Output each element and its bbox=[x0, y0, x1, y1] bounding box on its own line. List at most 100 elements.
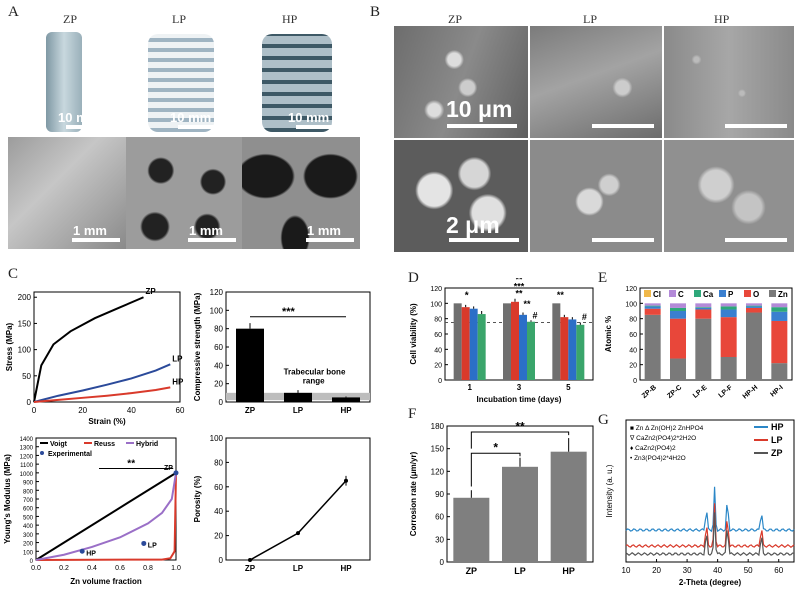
panel-label-b: B bbox=[370, 4, 381, 20]
column-label-hp: HP bbox=[714, 12, 730, 26]
y-axis-label: Stress (MPa) bbox=[5, 322, 14, 371]
stacked-segment-zn bbox=[670, 358, 686, 380]
scale-label: 1 mm bbox=[189, 223, 223, 238]
y-tick-label: 120 bbox=[210, 288, 224, 297]
legend-label: Ca bbox=[703, 290, 714, 299]
y-tick-label: 0 bbox=[30, 559, 34, 565]
panel-label-e: E bbox=[598, 270, 608, 286]
legend-swatch bbox=[744, 290, 751, 297]
y-tick-label: 600 bbox=[23, 507, 34, 513]
series-label-lp: LP bbox=[172, 354, 183, 363]
y-tick-label: 40 bbox=[214, 507, 223, 516]
x-tick-label: LP-F bbox=[718, 384, 735, 400]
legend-label: Cl bbox=[653, 290, 661, 299]
stacked-segment-o bbox=[746, 307, 762, 313]
experimental-point bbox=[79, 548, 85, 554]
sem-lp-pores bbox=[126, 137, 242, 249]
x-axis-label: Zn volume fraction bbox=[70, 577, 142, 586]
porosity-line bbox=[249, 480, 347, 561]
y-tick-label: 90 bbox=[435, 490, 444, 499]
x-tick-label: HP bbox=[340, 564, 352, 573]
series-line-hp bbox=[33, 386, 171, 403]
stacked-segment-p bbox=[670, 311, 686, 319]
stacked-segment-c bbox=[644, 303, 661, 306]
x-tick-label: HP bbox=[562, 566, 575, 576]
bar-hp bbox=[550, 451, 587, 562]
x-tick-label: 0.0 bbox=[31, 565, 41, 572]
y-tick-label: 150 bbox=[18, 319, 32, 328]
sem-lp-corrosion-zoom bbox=[530, 140, 662, 252]
y-tick-label: 120 bbox=[625, 286, 637, 293]
y-axis-label: Corrosion rate (μm/yr) bbox=[409, 451, 418, 536]
scale-bar bbox=[296, 125, 352, 129]
legend-label: Hybrid bbox=[136, 441, 158, 448]
legend-label: Reuss bbox=[94, 441, 115, 448]
x-tick-label: 30 bbox=[683, 566, 692, 575]
stacked-segment-ca bbox=[720, 306, 737, 310]
legend-swatch bbox=[669, 290, 676, 297]
legend-label: Voigt bbox=[50, 441, 68, 448]
y-tick-label: 1300 bbox=[20, 446, 34, 452]
legend-swatch bbox=[644, 290, 651, 297]
stacked-segment-zn bbox=[771, 363, 788, 380]
y-tick-label: 50 bbox=[22, 372, 31, 381]
y-tick-label: 200 bbox=[18, 293, 32, 302]
scale-bar bbox=[188, 238, 236, 242]
column-label-zp: ZP bbox=[448, 12, 463, 26]
significance-marker: *** bbox=[282, 306, 296, 318]
stacked-segment-o bbox=[720, 317, 737, 357]
series-line-reuss bbox=[35, 472, 177, 561]
y-tick-label: 60 bbox=[214, 483, 223, 492]
significance-marker: ** bbox=[515, 278, 523, 285]
sem-zp-surface bbox=[8, 137, 126, 249]
bar-zp bbox=[236, 328, 264, 402]
stacked-segment-ca bbox=[695, 307, 712, 308]
phase-legend-label: ♦ CaZn2(PO4)2 bbox=[630, 445, 676, 452]
y-tick-label: 40 bbox=[214, 361, 223, 370]
x-tick-label: 20 bbox=[78, 406, 87, 415]
stacked-segment-c bbox=[670, 303, 686, 308]
bar bbox=[576, 324, 585, 380]
y-tick-label: 0 bbox=[219, 398, 224, 407]
chart-corrosion-rate: 0 30 60 90 120 150 180 Corrosion rate (μm/yr) ZP… bbox=[409, 420, 594, 576]
column-label-hp: HP bbox=[282, 12, 298, 26]
x-tick-label: 40 bbox=[127, 406, 136, 415]
chart-cell-viability: 0 20 40 60 80 100 120 Cell viability (%) Incubat… bbox=[409, 278, 594, 404]
y-tick-label: 60 bbox=[434, 332, 442, 339]
y-tick-label: 40 bbox=[434, 347, 442, 354]
x-tick-label: ZP bbox=[466, 566, 478, 576]
bar bbox=[477, 314, 486, 380]
x-tick-label: 60 bbox=[176, 406, 185, 415]
y-tick-label: 0 bbox=[440, 558, 445, 567]
x-tick-label: 40 bbox=[713, 566, 722, 575]
x-tick-label: 50 bbox=[744, 566, 753, 575]
photo-zp-cylinder bbox=[8, 28, 126, 136]
bar bbox=[461, 307, 470, 380]
scale-bar bbox=[447, 124, 517, 128]
legend-swatch bbox=[719, 290, 726, 297]
x-tick-label: ZP-B bbox=[641, 384, 658, 400]
scale-bar bbox=[592, 238, 654, 242]
y-axis-label: Cell viability (%) bbox=[409, 303, 418, 365]
stacked-segment-c bbox=[746, 303, 762, 306]
significance-bracket bbox=[470, 431, 570, 449]
y-tick-label: 800 bbox=[23, 489, 34, 495]
stacked-segment-c bbox=[695, 303, 712, 308]
scale-label: 10 mm bbox=[288, 110, 330, 125]
y-tick-label: 100 bbox=[430, 301, 442, 308]
scale-label: 10 mm bbox=[58, 110, 100, 125]
stacked-segment-ca bbox=[644, 305, 661, 307]
y-tick-label: 80 bbox=[214, 458, 223, 467]
panel-label-a: A bbox=[8, 4, 19, 20]
x-tick-label: 60 bbox=[774, 566, 783, 575]
series-label-zp: ZP bbox=[146, 287, 157, 296]
y-tick-label: 300 bbox=[23, 533, 34, 539]
stacked-segment-zn bbox=[695, 318, 712, 380]
x-axis-label: Strain (%) bbox=[88, 417, 126, 426]
sem-hp-pores bbox=[242, 137, 360, 249]
x-tick-label: ZP-C bbox=[666, 384, 683, 400]
bar bbox=[519, 314, 527, 380]
y-tick-label: 60 bbox=[214, 343, 223, 352]
sem-hp-corrosion bbox=[664, 26, 794, 138]
stacked-segment-zn bbox=[644, 314, 661, 380]
